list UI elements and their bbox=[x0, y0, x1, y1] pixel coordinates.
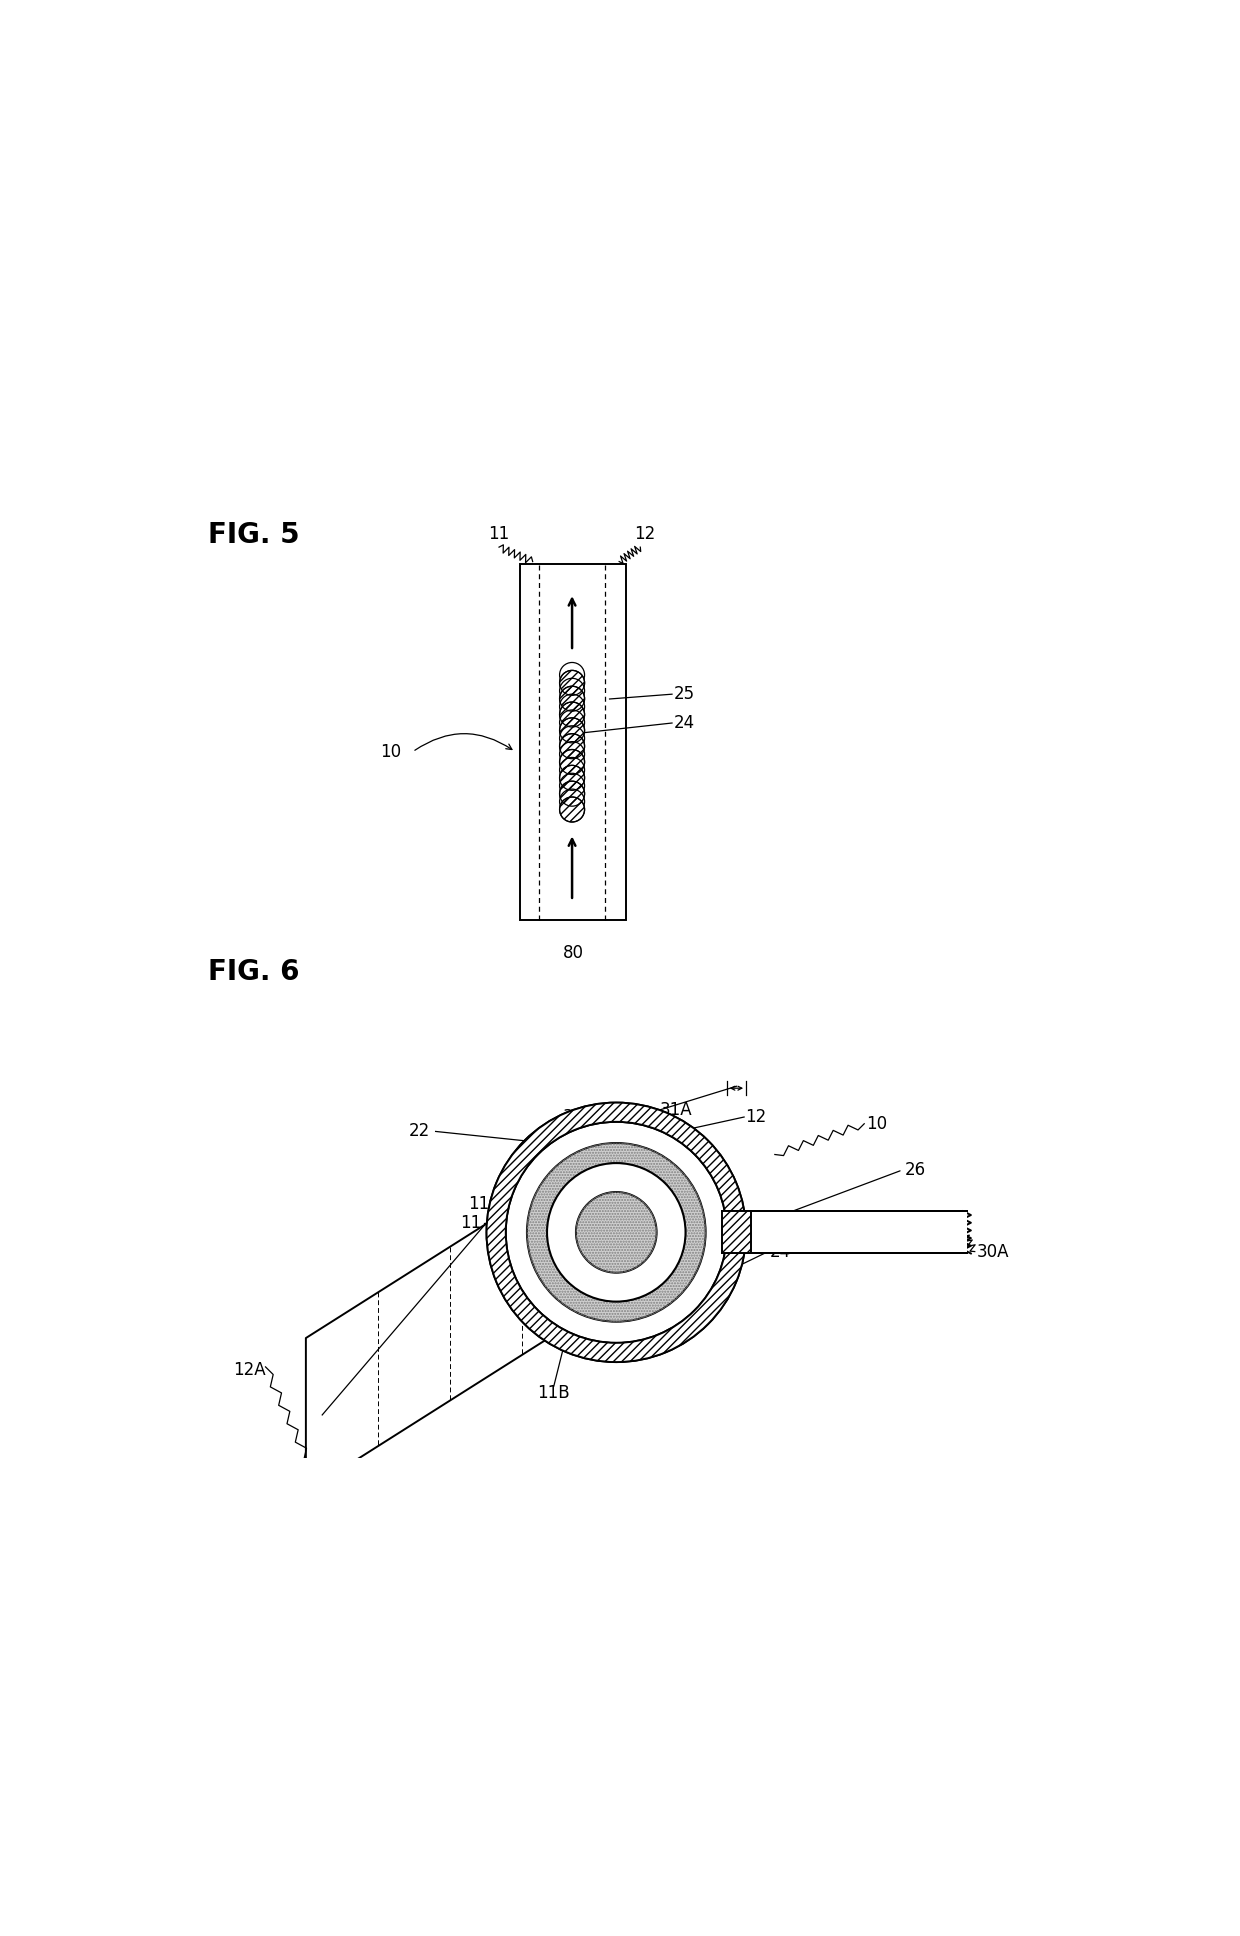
Text: 24: 24 bbox=[770, 1243, 791, 1260]
Text: 10: 10 bbox=[866, 1115, 888, 1133]
Text: 30A: 30A bbox=[977, 1243, 1009, 1260]
Circle shape bbox=[559, 703, 584, 728]
Circle shape bbox=[559, 718, 584, 743]
Text: 26: 26 bbox=[905, 1162, 926, 1179]
Text: 21: 21 bbox=[520, 1255, 542, 1274]
Text: 12: 12 bbox=[635, 525, 656, 544]
Circle shape bbox=[559, 790, 584, 813]
Circle shape bbox=[559, 741, 584, 767]
Circle shape bbox=[559, 765, 584, 790]
Circle shape bbox=[559, 695, 584, 718]
Text: 80: 80 bbox=[563, 945, 584, 962]
Circle shape bbox=[559, 734, 584, 759]
Circle shape bbox=[506, 1121, 727, 1344]
Bar bbox=[722, 1212, 751, 1253]
Text: 23: 23 bbox=[678, 1289, 699, 1309]
Circle shape bbox=[559, 772, 584, 798]
Circle shape bbox=[559, 749, 584, 774]
Text: 25: 25 bbox=[675, 685, 696, 703]
Circle shape bbox=[559, 711, 584, 736]
Text: 31A: 31A bbox=[660, 1102, 692, 1119]
Text: 10: 10 bbox=[379, 743, 401, 761]
Text: 11A: 11A bbox=[469, 1195, 501, 1212]
Text: 32: 32 bbox=[563, 1107, 584, 1127]
Text: 11B: 11B bbox=[537, 1384, 570, 1402]
Circle shape bbox=[547, 1164, 686, 1301]
Text: 12: 12 bbox=[745, 1107, 766, 1127]
Circle shape bbox=[559, 757, 584, 782]
Circle shape bbox=[559, 662, 584, 687]
Text: 22: 22 bbox=[409, 1123, 430, 1140]
Circle shape bbox=[559, 798, 584, 823]
Text: 24: 24 bbox=[675, 714, 696, 732]
Circle shape bbox=[575, 1193, 657, 1272]
Circle shape bbox=[559, 726, 584, 751]
Text: 12A: 12A bbox=[233, 1361, 265, 1378]
Text: 11: 11 bbox=[489, 525, 510, 544]
Circle shape bbox=[559, 670, 584, 695]
Circle shape bbox=[559, 685, 584, 711]
Circle shape bbox=[559, 678, 584, 703]
Text: FIG. 6: FIG. 6 bbox=[208, 958, 299, 987]
Circle shape bbox=[559, 782, 584, 805]
Text: FIG. 5: FIG. 5 bbox=[208, 521, 300, 550]
Text: 11: 11 bbox=[460, 1214, 481, 1231]
Bar bbox=[722, 1212, 967, 1253]
